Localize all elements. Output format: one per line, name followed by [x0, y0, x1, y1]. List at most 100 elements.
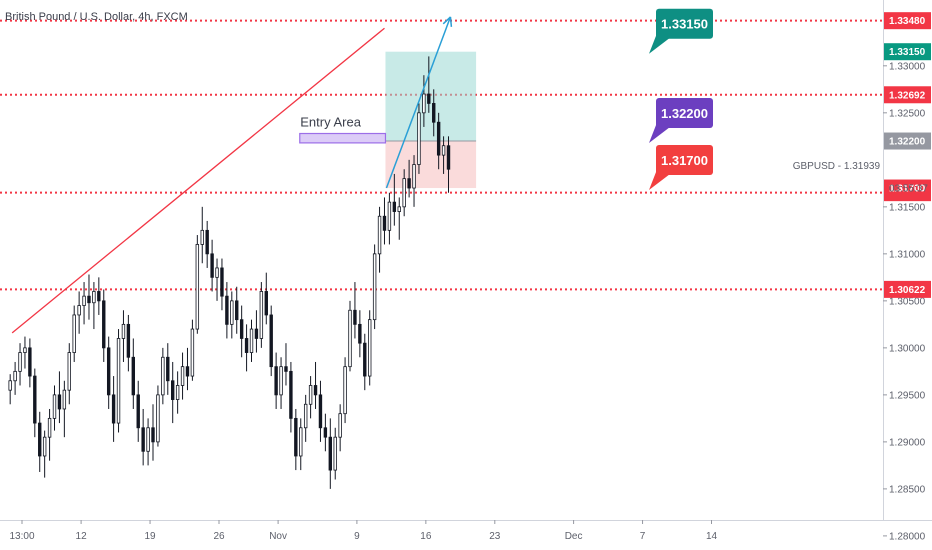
- candle-body: [92, 291, 96, 304]
- callout-label: 1.32200: [661, 106, 708, 121]
- candle-body: [171, 380, 175, 400]
- price-tag-bg: [884, 86, 931, 104]
- symbol-price-label: GBPUSD - 1.31939: [793, 161, 881, 172]
- candle-body: [23, 347, 27, 353]
- candle: [52, 385, 57, 431]
- callout-box: [656, 98, 713, 129]
- candle-body: [106, 347, 111, 396]
- entry-area-box[interactable]: [299, 132, 387, 144]
- candle-body: [111, 394, 116, 424]
- candle-body: [313, 385, 318, 396]
- candle-body: [210, 253, 214, 278]
- candle: [235, 286, 239, 334]
- candle-body: [284, 366, 288, 372]
- candle-body: [195, 244, 200, 330]
- candle-body: [62, 389, 67, 410]
- candle-body: [387, 201, 392, 231]
- candle-body: [392, 201, 397, 212]
- arrow-shaft[interactable]: [385, 16, 452, 189]
- candle-body: [239, 319, 244, 339]
- candle: [116, 329, 121, 433]
- candle-body: [116, 338, 121, 424]
- profit-zone[interactable]: [385, 51, 477, 142]
- candle: [348, 300, 352, 372]
- stop-zone[interactable]: [385, 141, 477, 189]
- projection-arrow[interactable]: [385, 16, 453, 189]
- candle-body: [338, 413, 342, 438]
- candle: [33, 368, 37, 438]
- candle-body: [82, 295, 86, 306]
- candle: [417, 103, 421, 174]
- candle-body: [146, 427, 150, 452]
- candle: [42, 430, 47, 478]
- candle-body: [161, 356, 165, 396]
- price-tick-label: 1.32500: [889, 108, 926, 119]
- candle: [358, 310, 362, 358]
- candle-body: [175, 385, 180, 400]
- candle-body: [38, 422, 42, 457]
- price-tick-label: 1.30500: [889, 296, 926, 307]
- candle: [377, 206, 382, 273]
- price-tag-bg: [884, 12, 931, 30]
- time-tick-label: 19: [144, 531, 156, 542]
- time-tick-label: 7: [640, 531, 646, 542]
- candle-body: [136, 394, 140, 429]
- candle: [205, 220, 209, 268]
- entry-area[interactable]: Entry Area: [299, 115, 387, 144]
- candle: [402, 169, 406, 217]
- candle: [343, 357, 347, 424]
- candle-body: [151, 427, 155, 443]
- candle-body: [67, 352, 71, 391]
- candle: [225, 282, 229, 339]
- price-tag: 1.33480: [884, 12, 931, 30]
- candle: [18, 343, 22, 386]
- candle: [269, 305, 273, 377]
- candle: [363, 333, 367, 391]
- long-position-tool[interactable]: [385, 51, 477, 189]
- candle-body: [294, 417, 298, 457]
- candle: [372, 244, 377, 330]
- candle-body: [299, 427, 303, 457]
- candle: [156, 385, 160, 447]
- candle-body: [28, 347, 32, 377]
- candle-body: [382, 215, 387, 231]
- candle: [259, 282, 264, 348]
- price-tick-label: 1.29000: [889, 437, 926, 448]
- candle: [397, 197, 401, 240]
- candle-body: [205, 229, 209, 255]
- candle: [446, 136, 451, 193]
- candle-body: [441, 145, 446, 156]
- candle-body: [57, 394, 62, 410]
- trendline-segment[interactable]: [11, 27, 385, 334]
- candle: [175, 371, 180, 414]
- trendline[interactable]: [11, 27, 385, 334]
- price-tag-label: 1.30622: [889, 285, 926, 296]
- callout-label: 1.31700: [661, 153, 708, 168]
- candle: [215, 258, 219, 301]
- candle: [171, 361, 175, 424]
- time-axis[interactable]: 13:00 12 19 26 Nov 9 16 23 Dec 7 14: [9, 520, 717, 542]
- chart-title: British Pound / U.S. Dollar, 4h, FXCM: [5, 11, 188, 23]
- candle-body: [417, 112, 421, 165]
- candle-body: [264, 291, 268, 316]
- candle: [254, 310, 259, 353]
- arrow-head-left: [449, 16, 453, 27]
- candle-body: [303, 403, 308, 429]
- bar-countdown: 03:55:37: [889, 184, 928, 195]
- candle-body: [353, 309, 357, 325]
- candle-body: [52, 394, 57, 419]
- candle-body: [377, 215, 382, 255]
- price-tag: 1.33150: [884, 43, 931, 61]
- candle-body: [18, 352, 22, 372]
- candle: [47, 408, 52, 461]
- price-axis[interactable]: 1.33000 1.32500 1.31500 1.31000 1.30500 1.300…: [793, 12, 931, 542]
- candle: [220, 258, 224, 311]
- candles: [8, 56, 451, 489]
- candle-body: [72, 314, 76, 353]
- candle-body: [97, 291, 101, 302]
- time-tick-label: 14: [706, 531, 718, 542]
- candle: [13, 361, 17, 395]
- candle-body: [436, 121, 441, 156]
